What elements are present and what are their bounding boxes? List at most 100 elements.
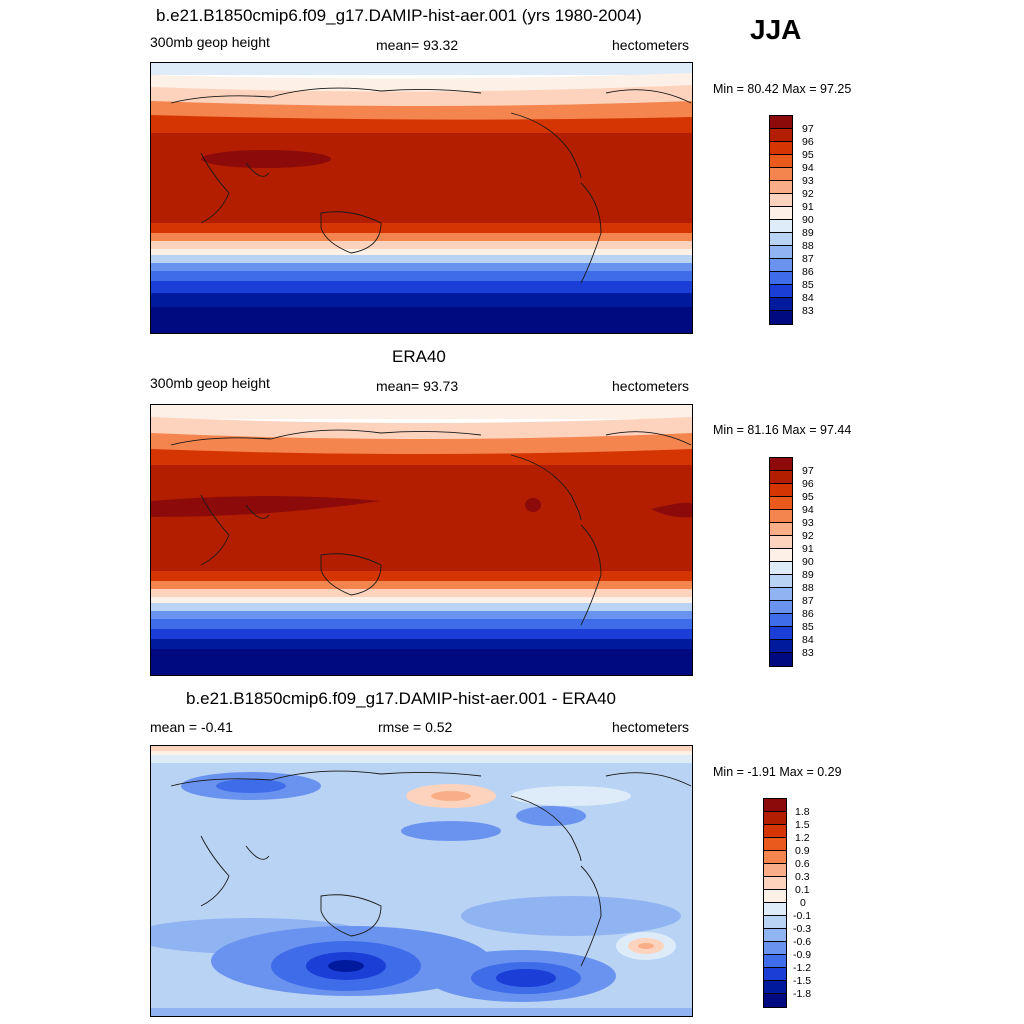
panel3-colorbar-label: 0.3 bbox=[795, 871, 810, 883]
panel3-colorbar-label: 1.5 bbox=[795, 819, 810, 831]
panel3-colorbar-label: -0.9 bbox=[793, 949, 812, 961]
panel3-colorbar-label: 0.6 bbox=[795, 858, 810, 870]
panel2-variable-label: 300mb geop height bbox=[150, 375, 270, 391]
panel3-colorbar-label: -0.1 bbox=[793, 910, 812, 922]
swatch bbox=[770, 601, 792, 614]
swatch bbox=[764, 916, 786, 929]
swatch bbox=[770, 458, 792, 471]
panel3-map bbox=[150, 745, 693, 1017]
panel3-colorbar-label: -1.8 bbox=[793, 988, 812, 1000]
swatch bbox=[770, 549, 792, 562]
swatch bbox=[770, 272, 792, 285]
panel2-units-label: hectometers bbox=[612, 378, 690, 394]
panel2-colorbar-label: 96 bbox=[802, 478, 814, 490]
swatch bbox=[770, 484, 792, 497]
panel1-colorbar-label: 88 bbox=[802, 240, 814, 252]
panel2-colorbar-label: 91 bbox=[802, 543, 814, 555]
season-label: JJA bbox=[750, 14, 802, 45]
swatch bbox=[770, 588, 792, 601]
swatch bbox=[770, 562, 792, 575]
panel3-contour-field bbox=[151, 746, 692, 1016]
panel3-colorbar-label: 0.9 bbox=[795, 845, 810, 857]
panel1-units-label: hectometers bbox=[612, 37, 690, 53]
panel3-units-label: hectometers bbox=[612, 719, 690, 735]
swatch bbox=[770, 575, 792, 588]
swatch bbox=[770, 614, 792, 627]
panel3-colorbar bbox=[763, 798, 787, 1008]
panel2-colorbar bbox=[769, 457, 793, 667]
swatch bbox=[770, 523, 792, 536]
swatch bbox=[764, 955, 786, 968]
panel2-map bbox=[150, 404, 693, 676]
panel1-colorbar-label: 86 bbox=[802, 266, 814, 278]
panel3-minmax-label: Min = -1.91 Max = 0.29 bbox=[713, 765, 842, 779]
panel1-colorbar-label: 97 bbox=[802, 123, 814, 135]
swatch bbox=[770, 194, 792, 207]
panel3-colorbar-label: -1.2 bbox=[793, 962, 812, 974]
swatch bbox=[764, 812, 786, 825]
swatch bbox=[770, 129, 792, 142]
panel1-colorbar-label: 83 bbox=[802, 305, 814, 317]
panel1-colorbar-label: 93 bbox=[802, 175, 814, 187]
panel1-colorbar-label: 95 bbox=[802, 149, 814, 161]
panel1-colorbar-label: 90 bbox=[802, 214, 814, 226]
swatch bbox=[770, 116, 792, 129]
swatch bbox=[770, 536, 792, 549]
panel3-rmse-label: rmse = 0.52 bbox=[378, 719, 453, 735]
panel2-mean-label: mean= 93.73 bbox=[376, 378, 459, 394]
swatch bbox=[764, 903, 786, 916]
panel1-title: b.e21.B1850cmip6.f09_g17.DAMIP-hist-aer.… bbox=[156, 6, 642, 25]
swatch bbox=[764, 825, 786, 838]
panel1-colorbar-label: 87 bbox=[802, 253, 814, 265]
panel2-colorbar-label: 93 bbox=[802, 517, 814, 529]
swatch bbox=[770, 298, 792, 311]
panel2-colorbar-label: 90 bbox=[802, 556, 814, 568]
panel2-minmax-label: Min = 81.16 Max = 97.44 bbox=[713, 423, 852, 437]
panel2-colorbar-label: 86 bbox=[802, 608, 814, 620]
swatch bbox=[770, 259, 792, 272]
swatch bbox=[770, 653, 792, 666]
swatch bbox=[764, 851, 786, 864]
panel2-colorbar-label: 89 bbox=[802, 569, 814, 581]
panel1-colorbar-label: 85 bbox=[802, 279, 814, 291]
panel1-map bbox=[150, 62, 693, 334]
panel2-title: ERA40 bbox=[392, 347, 446, 366]
panel3-colorbar-label: 0 bbox=[800, 897, 806, 909]
panel3-coastlines bbox=[170, 770, 692, 967]
swatch bbox=[770, 510, 792, 523]
swatch bbox=[764, 942, 786, 955]
swatch bbox=[770, 497, 792, 510]
panel3-title: b.e21.B1850cmip6.f09_g17.DAMIP-hist-aer.… bbox=[186, 689, 616, 708]
swatch bbox=[764, 799, 786, 812]
panel1-minmax-label: Min = 80.42 Max = 97.25 bbox=[713, 82, 852, 96]
panel3-colorbar-label: 0.1 bbox=[795, 884, 810, 896]
swatch bbox=[764, 981, 786, 994]
swatch bbox=[770, 207, 792, 220]
swatch bbox=[764, 929, 786, 942]
panel3-mean-label: mean = -0.41 bbox=[150, 719, 233, 735]
panel2-colorbar-label: 97 bbox=[802, 465, 814, 477]
panel3-colorbar-label: 1.8 bbox=[795, 806, 810, 818]
panel2-colorbar-label: 83 bbox=[802, 647, 814, 659]
swatch bbox=[770, 181, 792, 194]
swatch bbox=[770, 168, 792, 181]
panel3-colorbar-label: 1.2 bbox=[795, 832, 810, 844]
swatch bbox=[770, 627, 792, 640]
panel1-colorbar-label: 96 bbox=[802, 136, 814, 148]
panel1-colorbar bbox=[769, 115, 793, 325]
swatch bbox=[770, 246, 792, 259]
swatch bbox=[764, 877, 786, 890]
panel2-colorbar-label: 94 bbox=[802, 504, 814, 516]
panel2-coastlines bbox=[170, 429, 692, 626]
swatch bbox=[770, 220, 792, 233]
panel2-colorbar-label: 87 bbox=[802, 595, 814, 607]
panel1-colorbar-label: 92 bbox=[802, 188, 814, 200]
panel3-colorbar-label: -0.3 bbox=[793, 923, 812, 935]
panel1-colorbar-label: 91 bbox=[802, 201, 814, 213]
panel3-colorbar-label: -0.6 bbox=[793, 936, 812, 948]
panel2-colorbar-label: 92 bbox=[802, 530, 814, 542]
swatch bbox=[770, 311, 792, 324]
panel2-colorbar-label: 84 bbox=[802, 634, 814, 646]
panel3-colorbar-label: -1.5 bbox=[793, 975, 812, 987]
panel2-colorbar-label: 95 bbox=[802, 491, 814, 503]
